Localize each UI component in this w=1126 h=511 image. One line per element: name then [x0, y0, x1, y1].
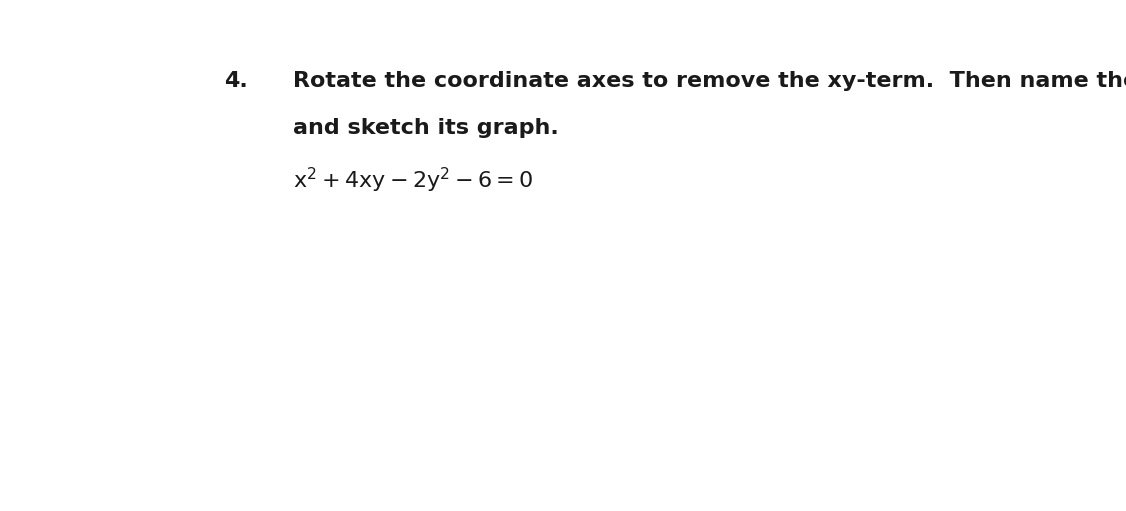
- Text: 12 points: 12 points: [224, 38, 327, 57]
- Text: and sketch its graph.: and sketch its graph.: [294, 119, 560, 138]
- Text: 4.: 4.: [224, 71, 248, 91]
- Text: $\mathregular{x}^{\mathregular{2}} + \mathregular{4xy} - \mathregular{2y}^{\math: $\mathregular{x}^{\mathregular{2}} + \ma…: [294, 166, 534, 195]
- Text: Rotate the coordinate axes to remove the xy-term.  Then name the conic section: Rotate the coordinate axes to remove the…: [294, 71, 1126, 91]
